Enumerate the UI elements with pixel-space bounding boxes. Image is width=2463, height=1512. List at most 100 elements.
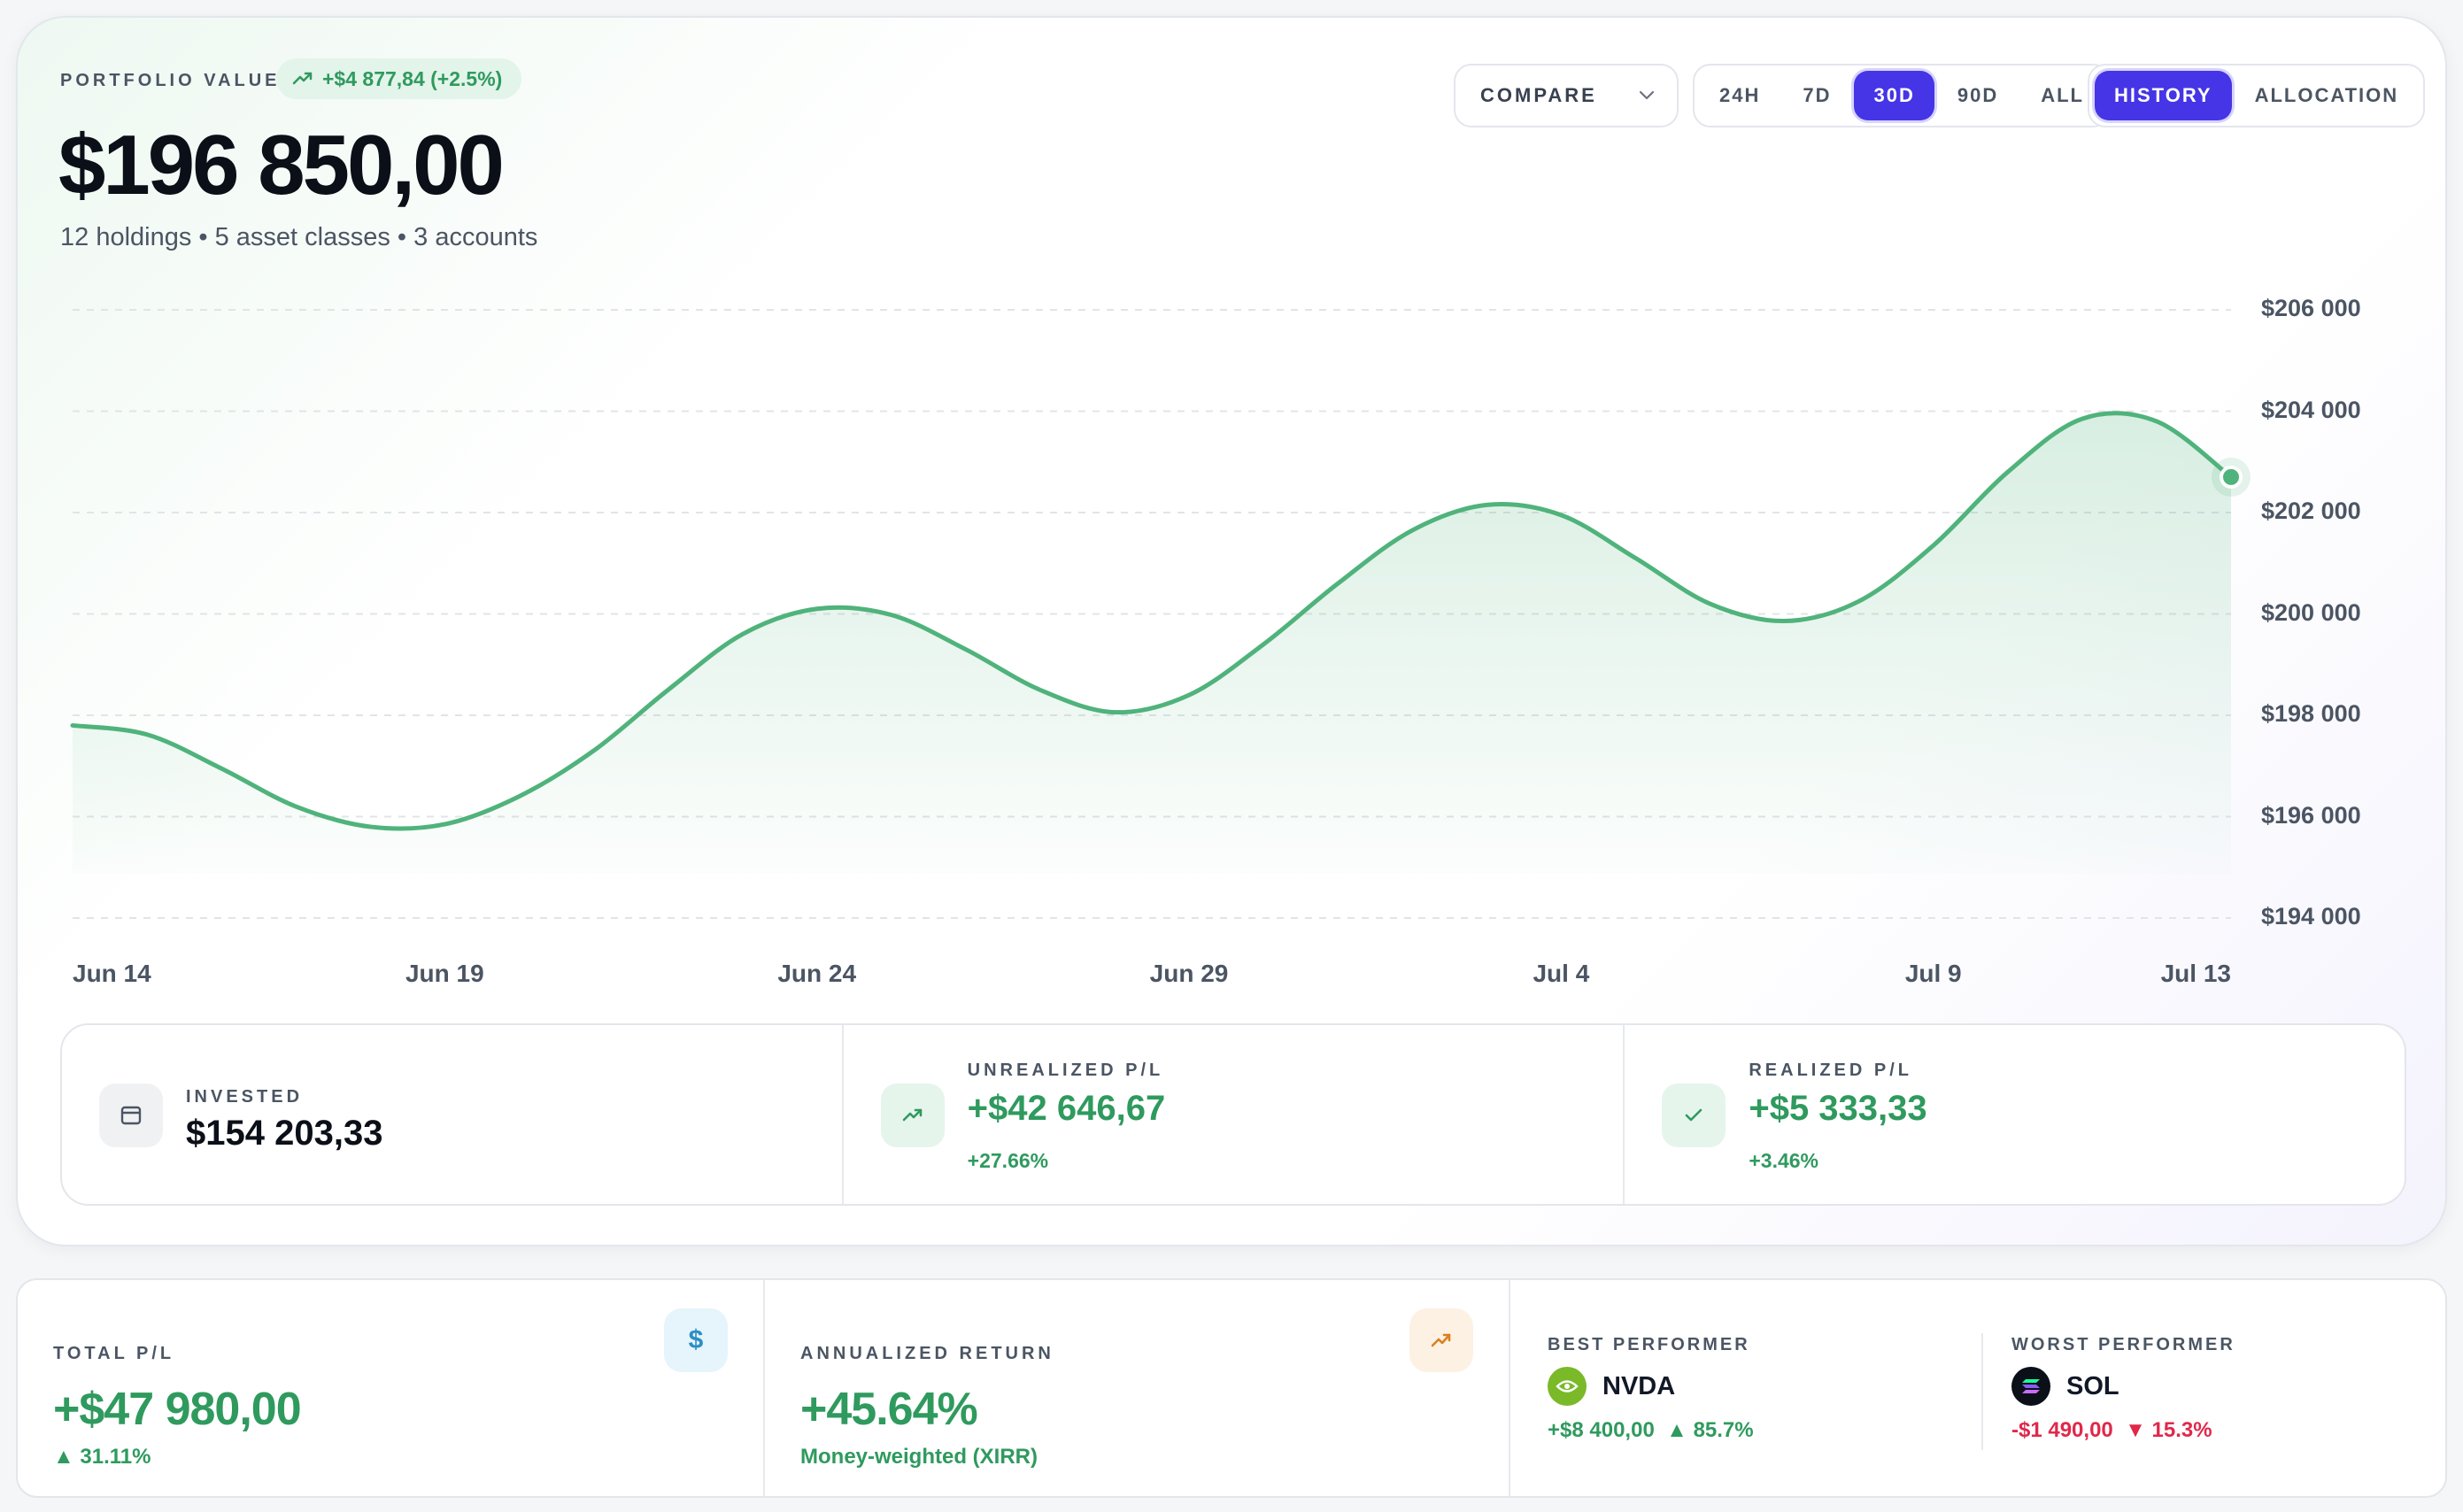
annualized-value: +45.64% <box>800 1384 978 1435</box>
data-point-8[interactable] <box>666 687 671 692</box>
data-point-4[interactable] <box>367 824 373 829</box>
view-allocation[interactable]: ALLOCATION <box>2254 84 2399 106</box>
nvda-logo-icon <box>1548 1367 1587 1406</box>
chart-end-point[interactable] <box>2220 465 2243 489</box>
best-performer-change: +$8 400,00 ▲ 85.7% <box>1548 1418 1754 1443</box>
annualized-sub: Money-weighted (XIRR) <box>800 1445 1038 1469</box>
x-tick-label: Jul 4 <box>1533 960 1590 987</box>
worst-performer-ticker[interactable]: SOL <box>2011 1367 2119 1406</box>
stat-realized: REALIZED P/L +$5 333,33 +3.46% <box>1623 1025 2405 1204</box>
dollar-icon: $ <box>664 1308 728 1372</box>
data-point-11[interactable] <box>889 613 894 618</box>
data-point-24[interactable] <box>1857 598 1862 604</box>
portfolio-value: $196 850,00 <box>58 118 505 212</box>
change-value: +$4 877,84 (+2.5%) <box>322 66 503 90</box>
portfolio-value-label: PORTFOLIO VALUE <box>60 71 281 90</box>
chevron-down-icon <box>1639 90 1655 100</box>
trend-up-icon <box>292 72 313 85</box>
data-point-28[interactable] <box>2154 419 2159 424</box>
summary-row: TOTAL P/L +$47 980,00 ▲ 31.11% $ ANNUALI… <box>16 1278 2447 1498</box>
unrealized-label: UNREALIZED P/L <box>967 1061 1164 1080</box>
y-tick-label: $206 000 <box>2261 295 2361 321</box>
data-point-22[interactable] <box>1708 601 1713 606</box>
data-point-26[interactable] <box>2005 469 2011 474</box>
data-point-19[interactable] <box>1484 502 1489 507</box>
data-point-18[interactable] <box>1409 528 1415 533</box>
x-tick-label: Jun 14 <box>73 960 151 987</box>
data-point-15[interactable] <box>1186 692 1192 698</box>
realized-pct: +3.46% <box>1749 1149 1818 1172</box>
unrealized-value: +$42 646,67 <box>967 1089 1166 1128</box>
portfolio-summary: 12 holdings • 5 asset classes • 3 accoun… <box>60 223 538 251</box>
data-point-9[interactable] <box>740 631 745 636</box>
data-point-17[interactable] <box>1335 581 1340 586</box>
y-tick-label: $198 000 <box>2261 700 2361 727</box>
stats-row: INVESTED $154 203,33 UNREALIZED P/L +$42… <box>60 1023 2406 1206</box>
data-point-12[interactable] <box>963 647 969 652</box>
stat-invested: INVESTED $154 203,33 <box>62 1025 842 1204</box>
data-point-0[interactable] <box>70 722 75 728</box>
check-icon <box>1662 1084 1726 1147</box>
data-point-21[interactable] <box>1633 556 1638 561</box>
compare-dropdown[interactable]: COMPARE <box>1454 64 1679 127</box>
data-point-7[interactable] <box>591 748 596 753</box>
total-pl-card: TOTAL P/L +$47 980,00 ▲ 31.11% $ <box>18 1280 763 1496</box>
sol-logo-icon <box>2011 1367 2050 1406</box>
data-point-14[interactable] <box>1112 710 1117 715</box>
performers-divider <box>1981 1333 1983 1450</box>
y-tick-label: $194 000 <box>2261 903 2361 930</box>
realized-label: REALIZED P/L <box>1749 1061 1913 1080</box>
range-90d[interactable]: 90D <box>1957 84 1999 106</box>
invested-value: $154 203,33 <box>186 1114 383 1153</box>
best-performer-ticker[interactable]: NVDA <box>1548 1367 1675 1406</box>
data-point-16[interactable] <box>1261 642 1266 647</box>
best-performer-label: BEST PERFORMER <box>1548 1335 1750 1354</box>
growth-icon <box>1409 1308 1473 1372</box>
data-point-25[interactable] <box>1931 543 1936 548</box>
invested-label: INVESTED <box>186 1087 304 1107</box>
portfolio-history-chart <box>70 309 2251 919</box>
y-tick-label: $200 000 <box>2261 598 2361 626</box>
total-pl-label: TOTAL P/L <box>53 1344 175 1363</box>
performers-card: BEST PERFORMER NVDA +$8 400,00 ▲ 85.7% W… <box>1509 1280 2445 1496</box>
compare-label: COMPARE <box>1480 84 1597 106</box>
stat-unrealized: UNREALIZED P/L +$42 646,67 +27.66% <box>841 1025 1624 1204</box>
x-tick-label: Jul 13 <box>2160 960 2231 987</box>
y-tick-label: $202 000 <box>2261 498 2361 524</box>
unrealized-pct: +27.66% <box>967 1149 1049 1172</box>
best-amount: +$8 400,00 <box>1548 1418 1655 1442</box>
view-selector: HISTORY ALLOCATION <box>2088 64 2426 127</box>
range-24h[interactable]: 24H <box>1719 84 1761 106</box>
x-tick-label: Jun 29 <box>1149 960 1229 987</box>
change-badge: +$4 877,84 (+2.5%) <box>276 58 522 99</box>
x-tick-label: Jun 24 <box>777 960 857 987</box>
worst-performer-label: WORST PERFORMER <box>2011 1335 2235 1354</box>
annualized-label: ANNUALIZED RETURN <box>800 1344 1054 1363</box>
portfolio-card: PORTFOLIO VALUE +$4 877,84 (+2.5%) $196 … <box>16 16 2447 1246</box>
data-point-5[interactable] <box>442 822 447 827</box>
range-all[interactable]: ALL <box>2041 84 2084 106</box>
data-point-27[interactable] <box>2080 416 2085 421</box>
data-point-10[interactable] <box>815 606 820 612</box>
data-point-3[interactable] <box>293 804 298 809</box>
data-point-2[interactable] <box>219 766 224 771</box>
data-point-6[interactable] <box>516 794 521 799</box>
total-pl-pct: ▲ 31.11% <box>53 1445 151 1469</box>
best-pct: ▲ 85.7% <box>1666 1418 1754 1442</box>
worst-ticker: SOL <box>2066 1371 2119 1400</box>
data-point-1[interactable] <box>144 732 150 737</box>
realized-value: +$5 333,33 <box>1749 1089 1927 1128</box>
range-selector: 24H 7D 30D 90D ALL <box>1693 64 2111 127</box>
range-30d[interactable]: 30D <box>1854 71 1934 120</box>
trend-up-icon <box>880 1084 945 1147</box>
range-7d[interactable]: 7D <box>1803 84 1832 106</box>
data-point-20[interactable] <box>1558 513 1564 518</box>
x-tick-label: Jul 9 <box>1904 960 1962 987</box>
view-history[interactable]: HISTORY <box>2095 71 2232 120</box>
data-point-23[interactable] <box>1782 619 1787 624</box>
y-tick-label: $196 000 <box>2261 801 2361 829</box>
data-point-13[interactable] <box>1038 687 1043 692</box>
annualized-return-card: ANNUALIZED RETURN +45.64% Money-weighted… <box>763 1280 1509 1496</box>
best-ticker: NVDA <box>1602 1371 1676 1400</box>
worst-performer-change: -$1 490,00 ▼ 15.3% <box>2011 1418 2212 1443</box>
